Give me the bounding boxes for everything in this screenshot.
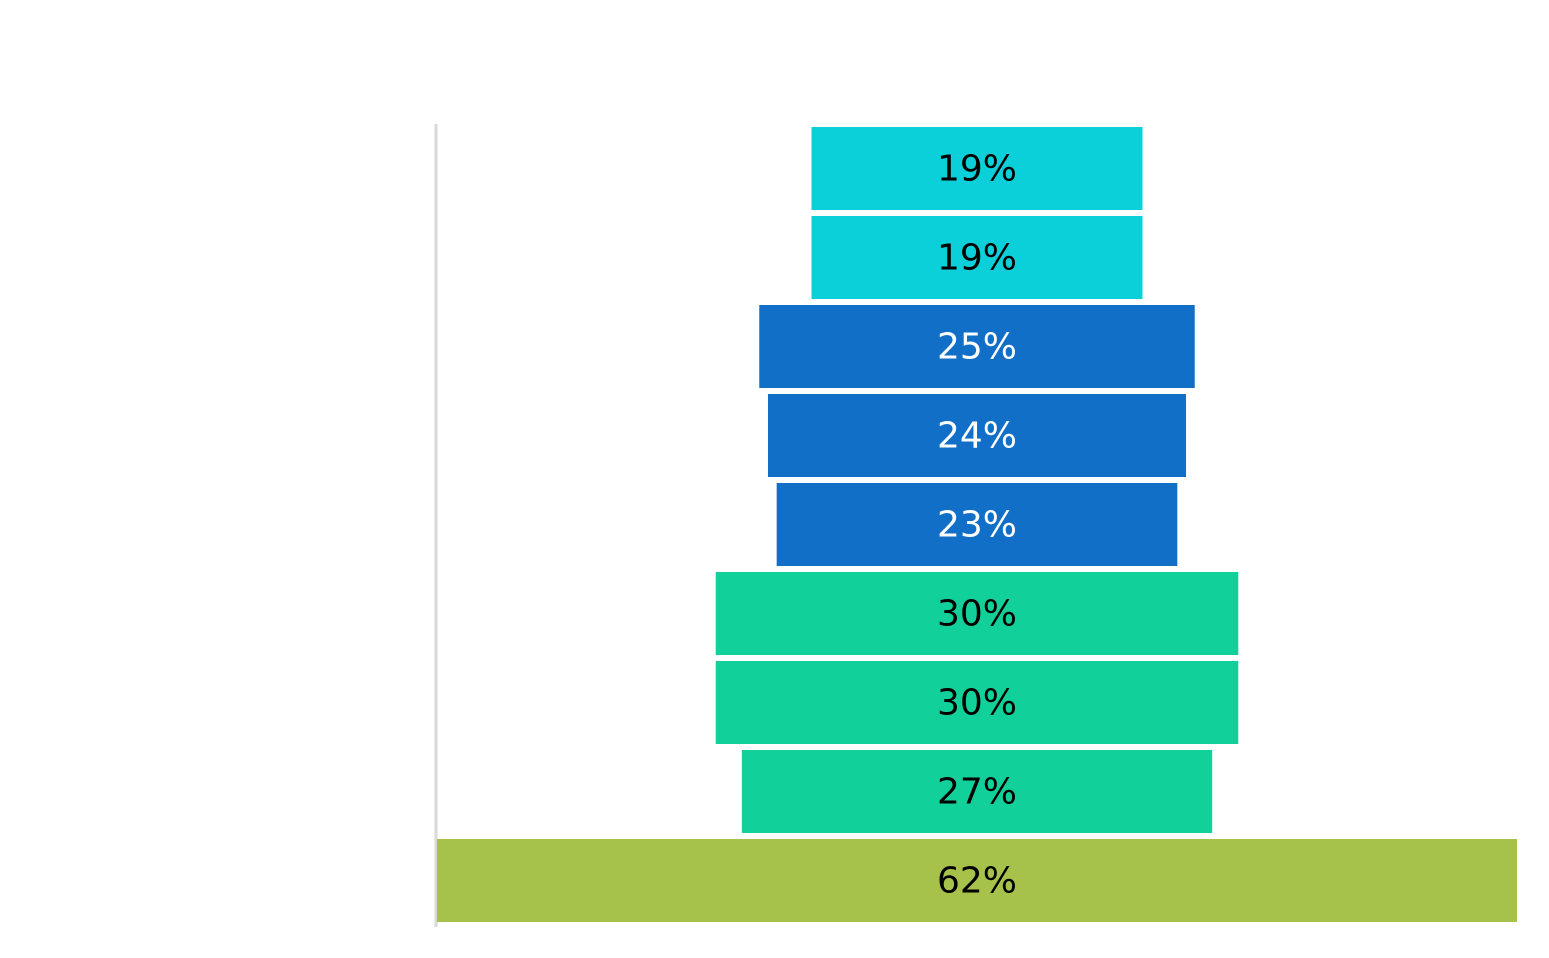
bar: [767, 394, 1187, 477]
bar: [715, 572, 1239, 655]
bar: [811, 127, 1143, 210]
value-label: 24%: [937, 416, 1017, 457]
bar: [715, 661, 1239, 744]
value-label: 25%: [937, 327, 1017, 368]
value-label: 30%: [937, 683, 1017, 724]
value-label: 27%: [937, 772, 1017, 813]
value-label: 62%: [937, 861, 1017, 902]
bar: [811, 216, 1143, 299]
value-label: 19%: [937, 149, 1017, 190]
value-label: 23%: [937, 505, 1017, 546]
bar: [759, 305, 1195, 388]
bar: [776, 483, 1178, 566]
value-label: 30%: [937, 594, 1017, 635]
bar: [437, 839, 1517, 922]
value-label: 19%: [937, 238, 1017, 279]
bar: [741, 750, 1213, 833]
